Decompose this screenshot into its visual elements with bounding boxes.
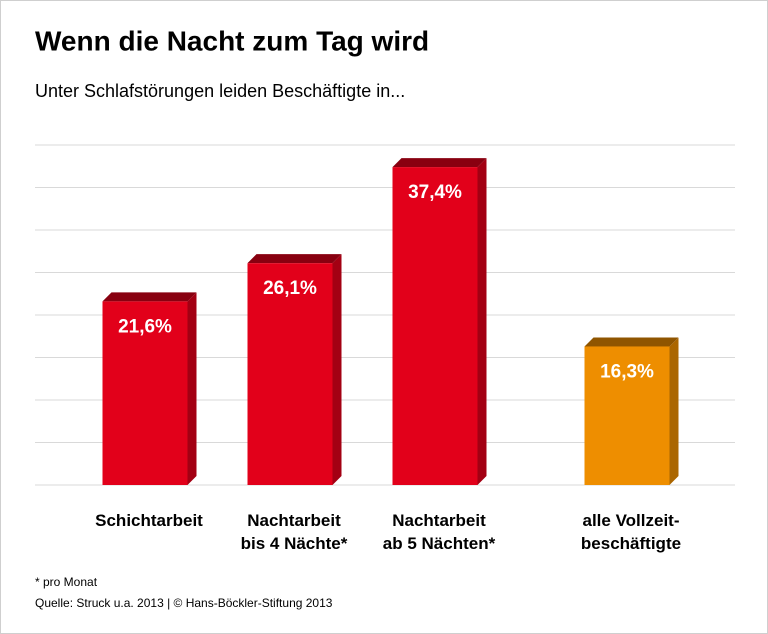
bar-side [669,337,679,485]
bar [102,301,188,485]
chart-subtitle: Unter Schlafstörungen leiden Beschäftigt… [35,81,405,101]
chart-title: Wenn die Nacht zum Tag wird [35,25,429,56]
bar-top [102,292,197,302]
bar-side [332,254,342,485]
value-label: 26,1% [263,278,317,299]
value-label: 16,3% [600,361,654,382]
bar-side [187,292,197,485]
bar-top [584,337,679,347]
footnote: * pro Monat [35,575,98,589]
bar-side [477,158,487,485]
x-tick-label: Nachtarbeit bis 4 Nächte* [241,511,348,553]
x-tick-label: alle Vollzeit-beschäftigte [581,511,681,553]
value-label: 21,6% [118,316,172,337]
bar [247,263,333,485]
source: Quelle: Struck u.a. 2013 | © Hans-Böckle… [35,596,333,610]
value-label: 37,4% [408,182,462,203]
bar-top [247,254,342,264]
bar [392,167,478,485]
x-tick-label: Nachtarbeit ab 5 Nächten* [383,511,496,553]
x-tick-label: Schichtarbeit [95,511,203,530]
bar-top [392,158,487,168]
bar [584,346,670,485]
